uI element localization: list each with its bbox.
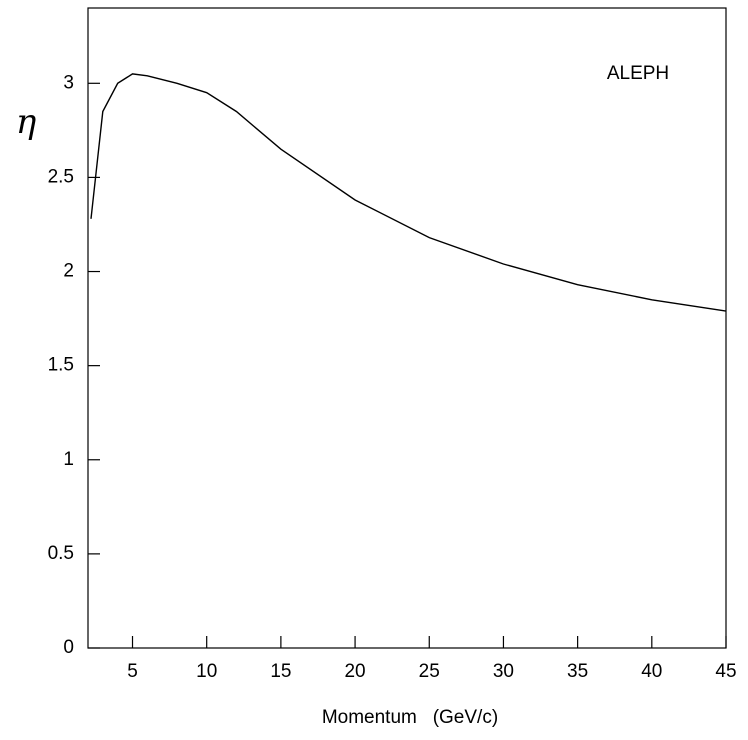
data-line: [90, 73, 727, 312]
y-axis-label: η: [16, 102, 37, 142]
x-tick-label: 45: [715, 661, 736, 682]
annotation: ALEPH: [607, 63, 669, 84]
y-tick-label: 1.5: [48, 355, 74, 376]
y-tick-label: 1: [63, 449, 74, 470]
x-tick-label: 15: [270, 661, 291, 682]
y-tick-label: 2.5: [48, 166, 74, 187]
x-tick-label: 5: [127, 661, 138, 682]
y-tick-label: 3: [63, 72, 74, 93]
plot-frame: [87, 7, 727, 649]
x-tick-label: 35: [567, 661, 588, 682]
x-axis-label: Momentum (GeV/c): [322, 707, 498, 728]
x-tick-label: 40: [641, 661, 662, 682]
y-tick-label: 2: [63, 261, 74, 282]
x-tick-label: 25: [419, 661, 440, 682]
x-tick-label: 10: [196, 661, 217, 682]
x-tick-label: 20: [344, 661, 365, 682]
y-tick-label: 0: [63, 637, 74, 658]
y-tick-label: 0.5: [48, 543, 74, 564]
x-tick-label: 30: [493, 661, 514, 682]
